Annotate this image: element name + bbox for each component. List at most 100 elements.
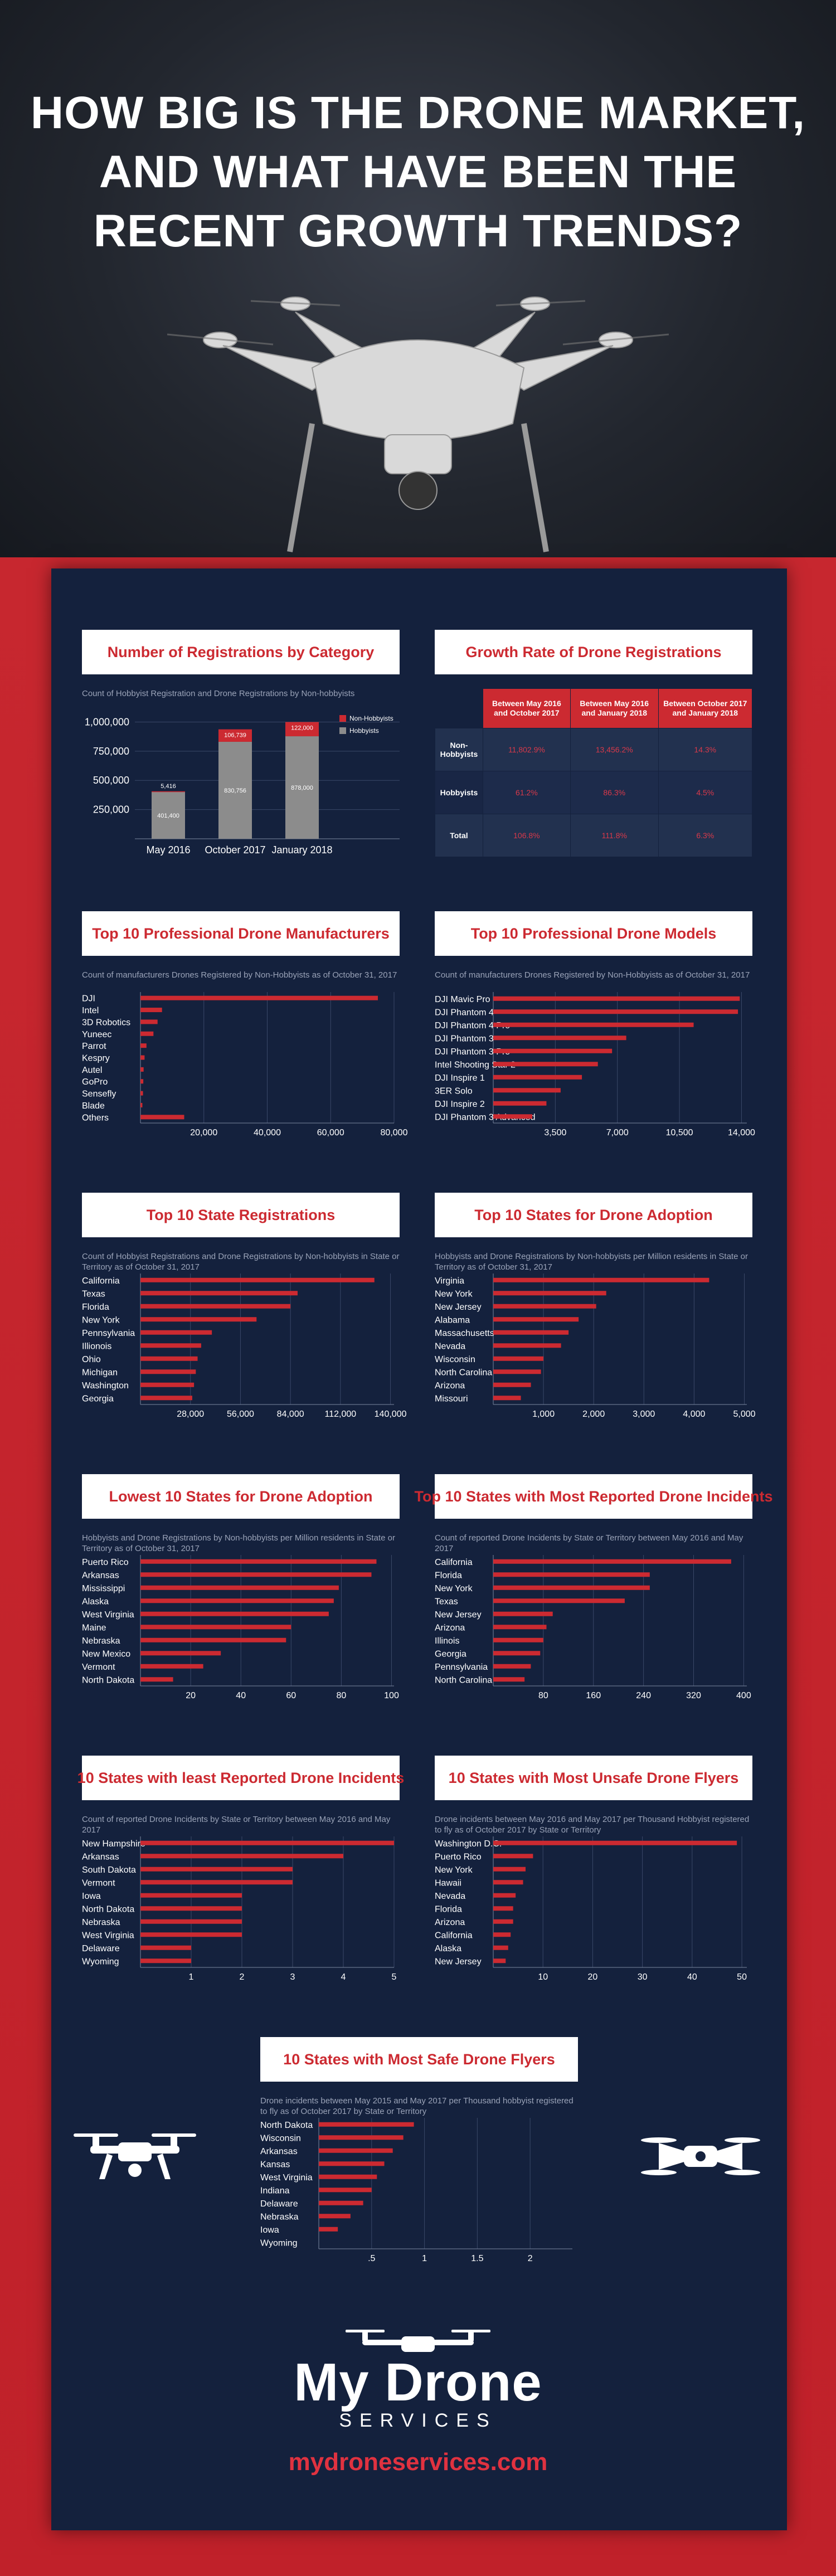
bar [140, 1277, 375, 1282]
y-tick-label: 3ER Solo [435, 1086, 473, 1096]
y-tick-label: Nebraska [82, 1918, 120, 1927]
data-label: 830,756 [224, 788, 246, 794]
bar [319, 2188, 372, 2193]
bar [319, 2135, 404, 2140]
y-tick-label: North Dakota [82, 1675, 134, 1685]
y-tick-label: DJI Inspire 1 [435, 1073, 485, 1083]
y-tick-label: Florida [435, 1904, 462, 1914]
data-label: 122,000 [291, 725, 313, 731]
legend-swatch [339, 727, 346, 734]
table-cell: 61.2% [482, 771, 571, 814]
x-tick-label: 320 [686, 1691, 701, 1700]
y-tick-label: Pennsylvania [82, 1329, 135, 1338]
bar [493, 1651, 541, 1656]
bar [140, 1031, 154, 1036]
x-tick-label: 1 [189, 1972, 194, 1982]
y-tick-label: DJI Mavic Pro [435, 995, 490, 1004]
section-subtitle: Hobbyists and Drone Registrations by Non… [435, 1252, 748, 1272]
y-tick-label: Nevada [435, 1892, 465, 1901]
bar [493, 1022, 694, 1027]
y-tick-label: New Mexico [82, 1649, 130, 1659]
bar [493, 1854, 533, 1859]
y-tick-label: Nevada [435, 1342, 465, 1351]
hero-background [0, 0, 836, 574]
bar [140, 1664, 203, 1669]
column-header: Between October 2017 and January 2018 [658, 688, 753, 728]
unsafe-flyers-section: 10 States with Most Unsafe Drone Flyers … [435, 1756, 752, 1990]
legend-label: Hobbyists [349, 727, 379, 735]
title-line: AND WHAT HAVE BEEN THE [99, 147, 737, 197]
bar [140, 1559, 377, 1564]
data-label: 106,739 [224, 732, 246, 739]
x-tick-label: 1,000 [532, 1409, 555, 1419]
bar [140, 995, 378, 1000]
bar [140, 1637, 286, 1642]
models-bar-chart: 3,500 7,000 10,500 14,000 DJI Mavic Pro DJI P… [435, 992, 755, 1138]
y-tick-label: Washington [82, 1381, 129, 1391]
bar [493, 1036, 626, 1041]
lowest-adoption-section: Lowest 10 States for Drone Adoption Hobb… [82, 1474, 400, 1708]
bar [493, 1919, 513, 1924]
y-tick-label: Indiana [260, 2186, 290, 2195]
x-tick-label: 100 [384, 1691, 399, 1700]
bar [140, 1867, 293, 1872]
bar [140, 1008, 162, 1013]
y-tick-label: Sensefly [82, 1090, 116, 1099]
y-tick-label: 750,000 [93, 746, 129, 757]
y-tick-label: Wyoming [260, 2238, 298, 2248]
y-tick-label: New Jersey [435, 1957, 482, 1966]
y-tick-label: North Carolina [435, 1368, 492, 1377]
x-tick-label: 30 [638, 1972, 648, 1982]
bar [140, 1102, 143, 1107]
x-tick-label: 1.5 [471, 2254, 483, 2263]
y-tick-label: North Dakota [260, 2121, 313, 2130]
bar [140, 1906, 242, 1911]
y-tick-label: Missouri [435, 1394, 468, 1403]
bar [319, 2200, 363, 2205]
bar [140, 1330, 212, 1335]
table-row: Non-Hobbyists 11,802.9% 13,456.2% 14.3% [435, 728, 753, 771]
drone-icon [641, 2137, 760, 2175]
x-tick-label: 2,000 [582, 1409, 605, 1419]
x-tick-label: October 2017 [205, 844, 265, 856]
bar [140, 1043, 147, 1048]
y-tick-label: Vermont [82, 1663, 115, 1672]
bar [140, 1919, 242, 1924]
bar [493, 1330, 569, 1335]
bar-segment [285, 722, 319, 737]
x-tick-label: 112,000 [325, 1409, 357, 1419]
y-tick-label: Intel [82, 1006, 99, 1015]
reported-incidents-section: Top 10 States with Most Reported Drone I… [414, 1474, 773, 1708]
section-title: Top 10 States with Most Reported Drone I… [414, 1474, 773, 1519]
bar [140, 1651, 221, 1656]
section-subtitle: Count of reported Drone Incidents by Sta… [82, 1815, 391, 1835]
x-tick-label: January 2018 [271, 844, 332, 856]
x-tick-label: 20,000 [190, 1128, 217, 1138]
bar [493, 1317, 579, 1322]
y-tick-label: California [82, 1276, 120, 1286]
y-tick-label: Texas [82, 1289, 105, 1299]
least-incidents-section: 10 States with least Reported Drone Inci… [77, 1756, 404, 1990]
bar [493, 1277, 709, 1282]
row-label: Hobbyists [435, 771, 483, 814]
bar [493, 1382, 531, 1387]
section-subtitle: Count of Hobbyist Registration and Drone… [82, 689, 355, 698]
x-tick-label: 14,000 [728, 1128, 755, 1138]
table-cell: 4.5% [658, 771, 753, 814]
x-tick-label: 3,500 [544, 1128, 566, 1138]
bar [493, 1906, 513, 1911]
y-tick-label: DJI Phantom 4 Pro [435, 1021, 510, 1031]
bar [493, 1101, 547, 1106]
y-tick-label: 250,000 [93, 804, 129, 815]
data-label: 5,416 [161, 783, 176, 790]
y-tick-label: New Jersey [435, 1302, 482, 1312]
section-title: Number of Registrations by Category [82, 630, 400, 674]
bar [140, 1880, 293, 1885]
y-tick-label: Nebraska [82, 1636, 120, 1646]
y-tick-label: Arizona [435, 1623, 465, 1632]
y-tick-label: California [435, 1931, 473, 1940]
y-tick-label: Washington D.C. [435, 1839, 502, 1849]
x-tick-label: 28,000 [177, 1409, 204, 1419]
x-tick-label: 2 [240, 1972, 245, 1982]
website-link[interactable]: mydroneservices.com [288, 2448, 548, 2476]
